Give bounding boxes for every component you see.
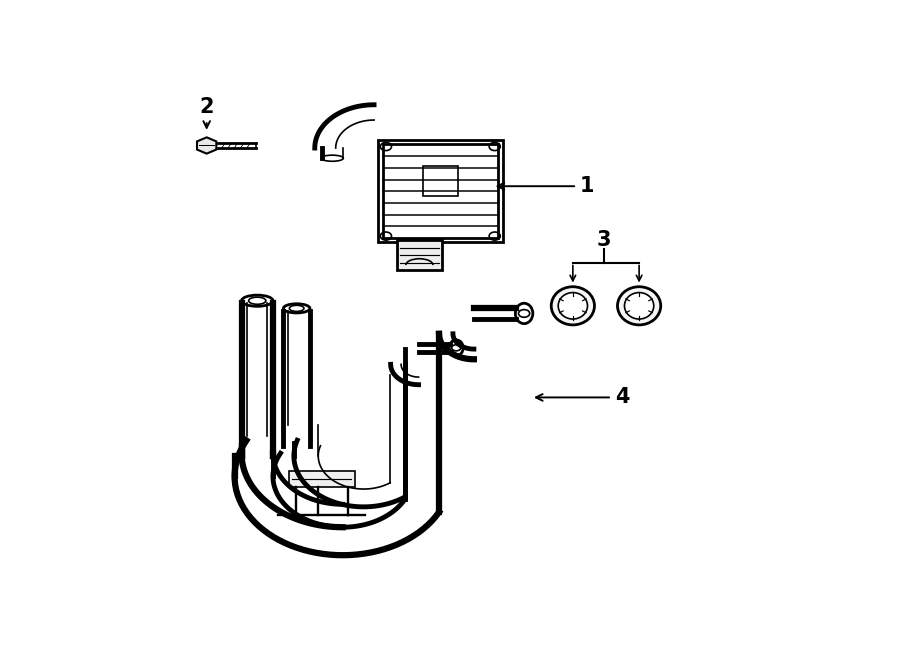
Text: 1: 1 <box>498 176 594 196</box>
Ellipse shape <box>625 293 653 319</box>
Text: 4: 4 <box>536 387 629 407</box>
Ellipse shape <box>558 293 588 319</box>
Ellipse shape <box>449 340 464 356</box>
Ellipse shape <box>516 303 533 324</box>
Text: 3: 3 <box>597 229 611 250</box>
Ellipse shape <box>284 304 310 313</box>
Ellipse shape <box>241 295 273 306</box>
Bar <box>289 471 355 487</box>
Ellipse shape <box>617 287 661 325</box>
Text: 2: 2 <box>200 97 214 128</box>
Polygon shape <box>197 137 216 153</box>
Ellipse shape <box>551 287 595 325</box>
Bar <box>397 240 442 270</box>
